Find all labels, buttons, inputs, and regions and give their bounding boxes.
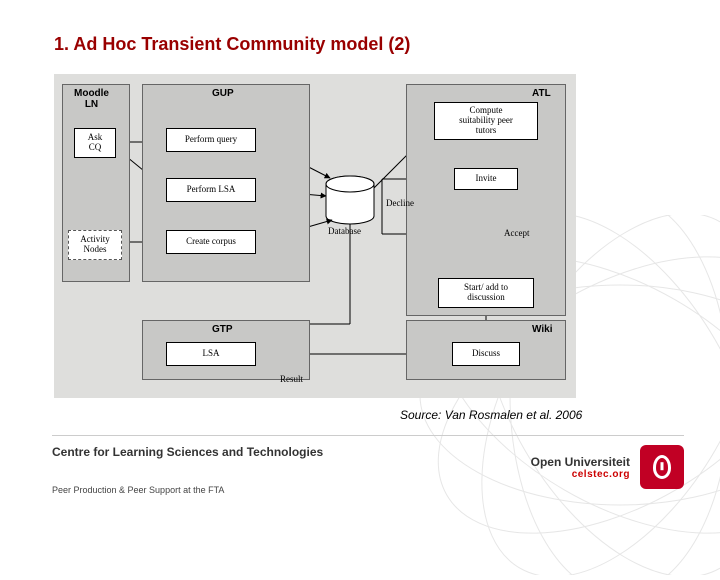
source-citation: Source: Van Rosmalen et al. 2006: [400, 408, 582, 422]
node-discuss: Discuss: [452, 342, 520, 366]
node-ccorpus: Create corpus: [166, 230, 256, 254]
panel-title-gtp: GTP: [212, 324, 233, 335]
centre-name: Centre for Learning Sciences and Technol…: [52, 445, 323, 459]
panel-title-wiki: Wiki: [532, 324, 552, 335]
ou-logo-icon: [640, 445, 684, 489]
node-compute: Compute suitability peer tutors: [434, 102, 538, 140]
node-pquery: Perform query: [166, 128, 256, 152]
architecture-diagram: Moodle LN GUP ATL GTP Wiki Ask CQ Activity Nod…: [54, 74, 576, 398]
slide-title: 1. Ad Hoc Transient Community model (2): [54, 34, 410, 55]
decision-label: Accept: [504, 228, 529, 238]
node-actnode: Activity Nodes: [68, 230, 122, 260]
footer-divider: [52, 435, 684, 436]
node-invite: Invite: [454, 168, 518, 190]
database-icon: [326, 176, 374, 224]
panel-title-atl: ATL: [532, 88, 551, 99]
node-askcq: Ask CQ: [74, 128, 116, 158]
panel-title-moodle: Moodle LN: [74, 88, 109, 110]
database-label: Database: [328, 226, 361, 236]
node-lsa2: LSA: [166, 342, 256, 366]
footer: Centre for Learning Sciences and Technol…: [52, 445, 684, 516]
node-plsa: Perform LSA: [166, 178, 256, 202]
edge-label: Result: [280, 374, 303, 384]
node-startd: Start/ add to discussion: [438, 278, 534, 308]
panel-title-gup: GUP: [212, 88, 234, 99]
ou-url: celstec.org: [531, 469, 630, 480]
ou-name: Open Universiteit: [531, 455, 630, 469]
edge-label: Decline: [386, 198, 414, 208]
slide-footnote: Peer Production & Peer Support at the FT…: [52, 485, 224, 495]
